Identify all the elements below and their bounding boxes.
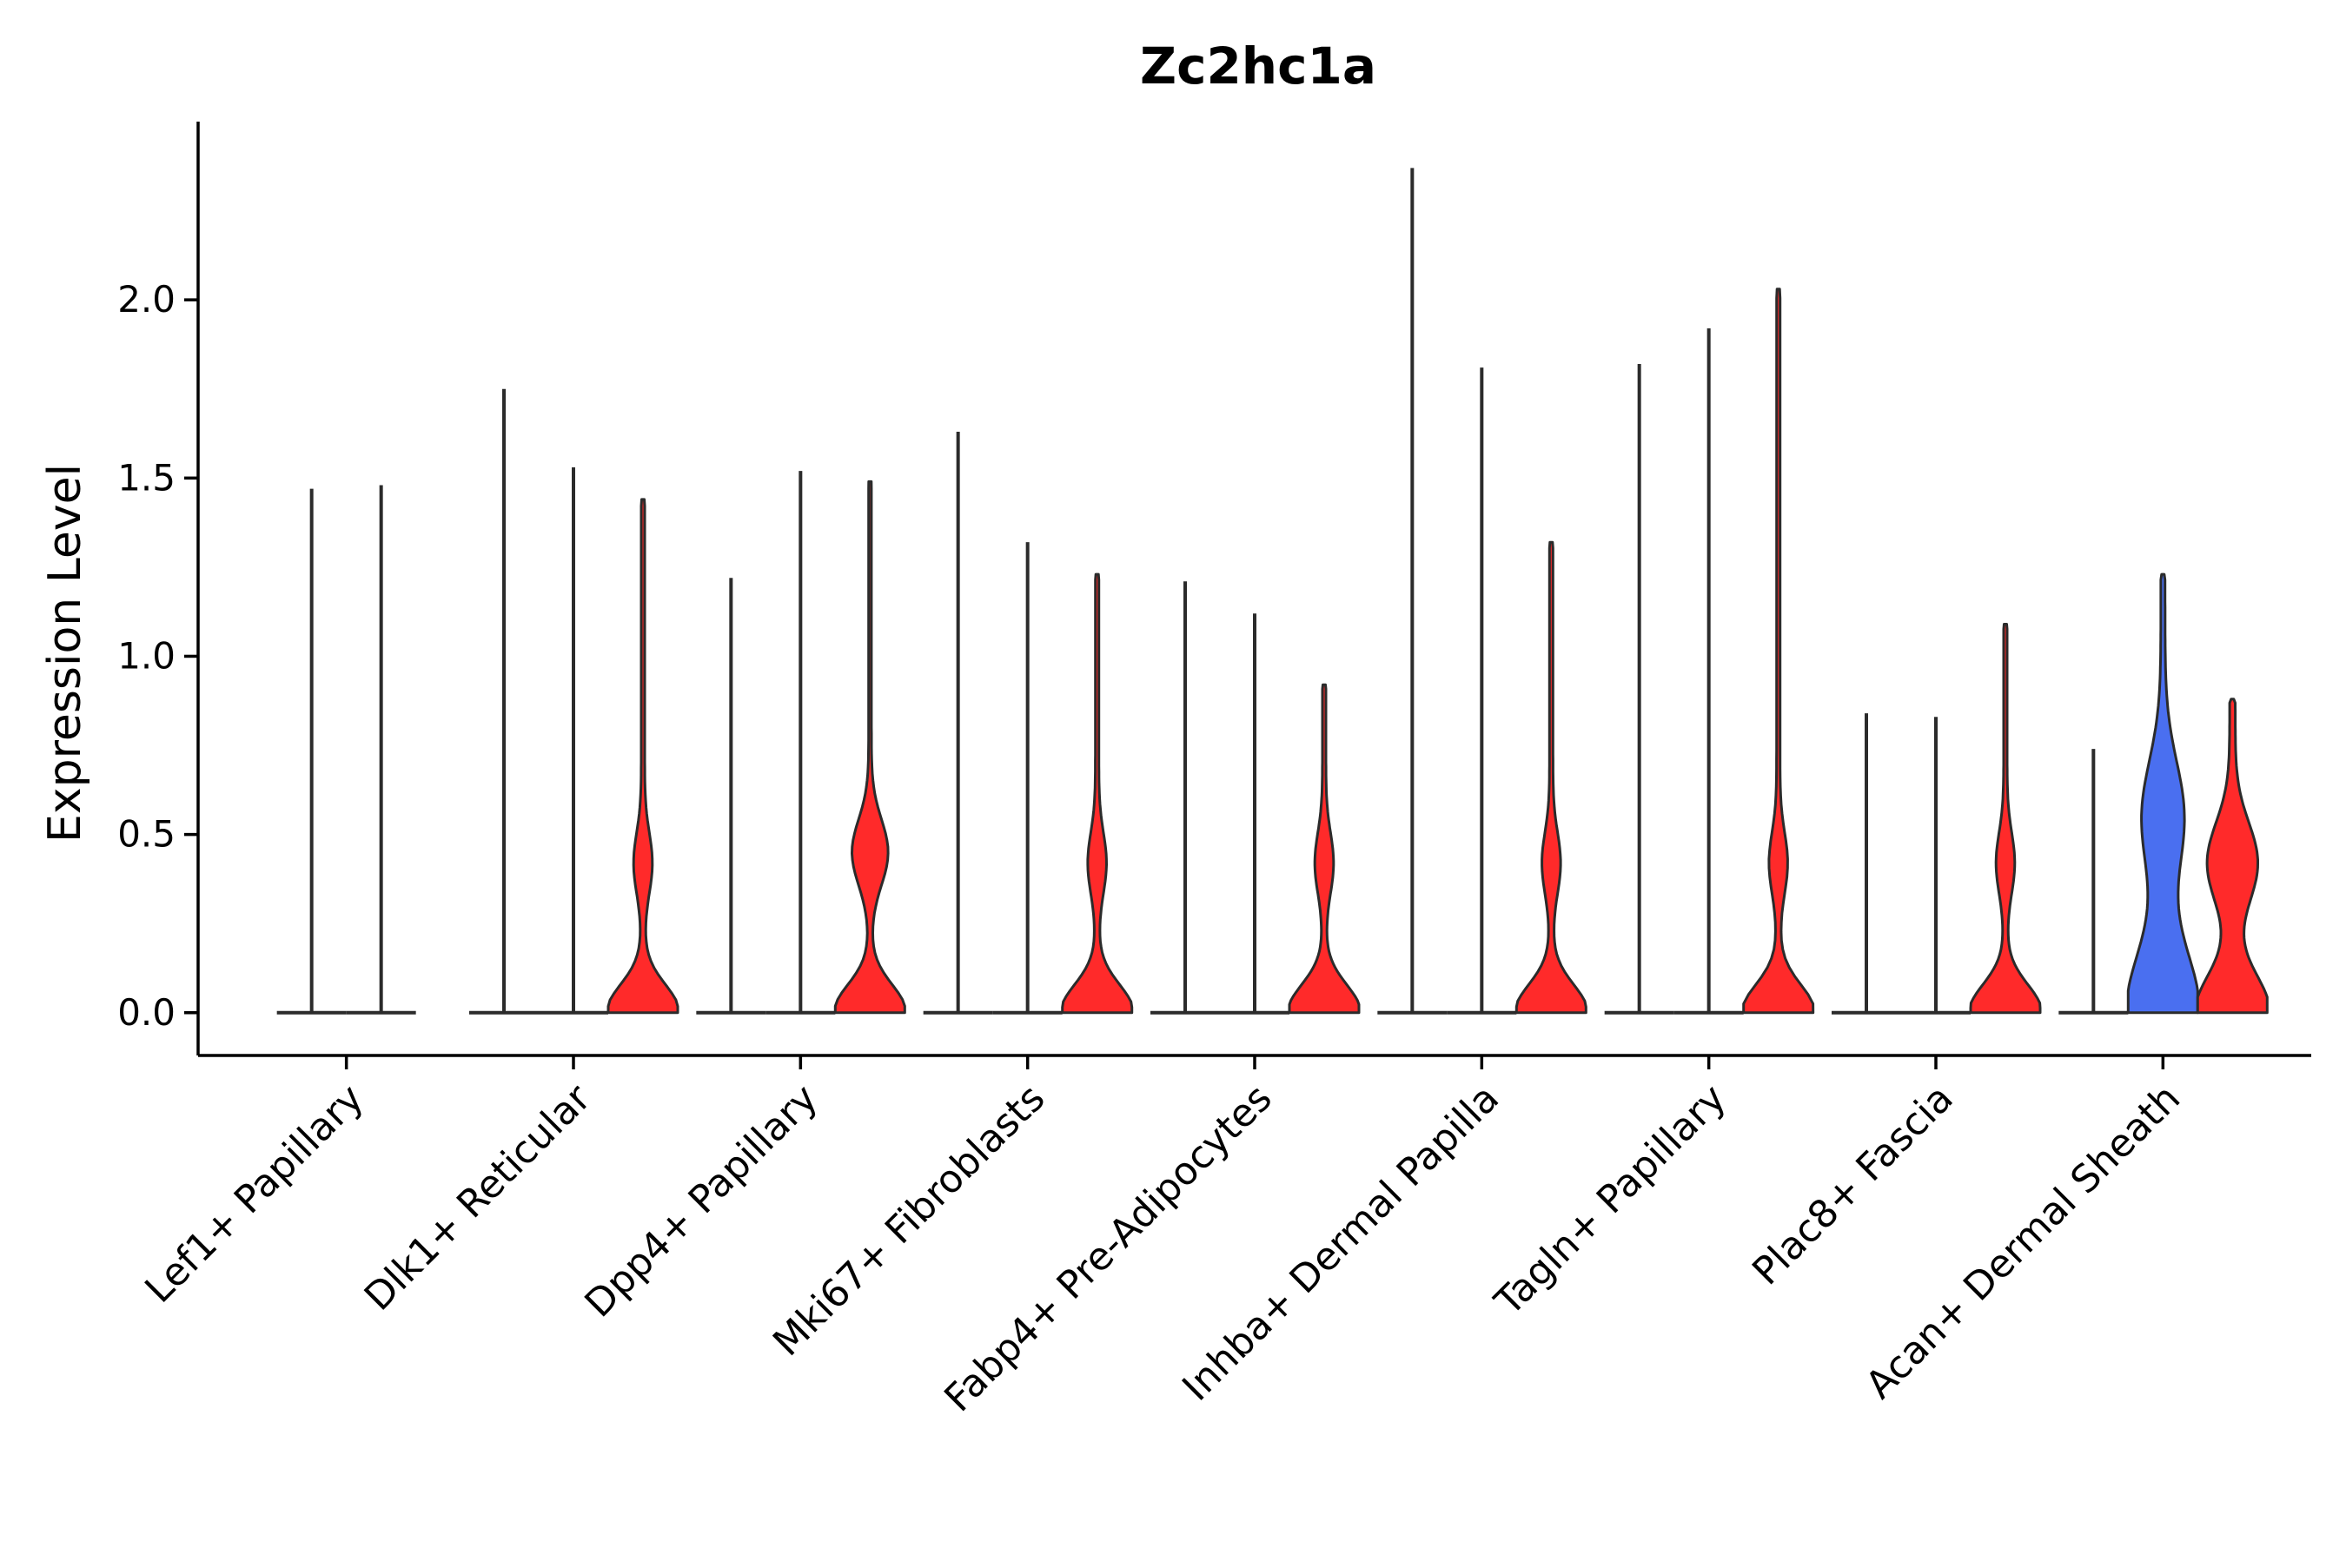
violin-2-2 — [833, 480, 906, 1015]
y-tick-label-4: 2.0 — [117, 278, 176, 321]
violin-5-2 — [1514, 540, 1587, 1015]
y-tick-label-2: 1.0 — [117, 634, 176, 677]
violins-layer — [276, 168, 2269, 1015]
violin-8-1 — [2126, 572, 2199, 1015]
violin-3-2 — [1061, 572, 1134, 1015]
x-tick-label-6: Tagln+ Papillary — [1486, 1076, 1734, 1325]
chart-title: Zc2hc1a — [1140, 36, 1376, 96]
y-tick-label-3: 1.5 — [117, 456, 176, 499]
x-tick-label-7: Plac8+ Fascia — [1744, 1076, 1962, 1294]
x-tick-label-0: Lef1+ Papillary — [136, 1076, 372, 1312]
x-tick-label-1: Dlk1+ Reticular — [356, 1075, 600, 1320]
violin-6-2 — [1742, 288, 1815, 1015]
x-tick-label-2: Dpp4+ Papillary — [576, 1076, 826, 1327]
violin-4-2 — [1288, 683, 1361, 1015]
y-axis-label: Expression Level — [39, 464, 91, 843]
y-tick-label-0: 0.0 — [117, 991, 176, 1034]
violin-7-2 — [1969, 623, 2042, 1015]
violin-8-2 — [2196, 698, 2269, 1015]
y-tick-label-1: 0.5 — [117, 813, 176, 856]
violin-1-2 — [606, 498, 679, 1015]
